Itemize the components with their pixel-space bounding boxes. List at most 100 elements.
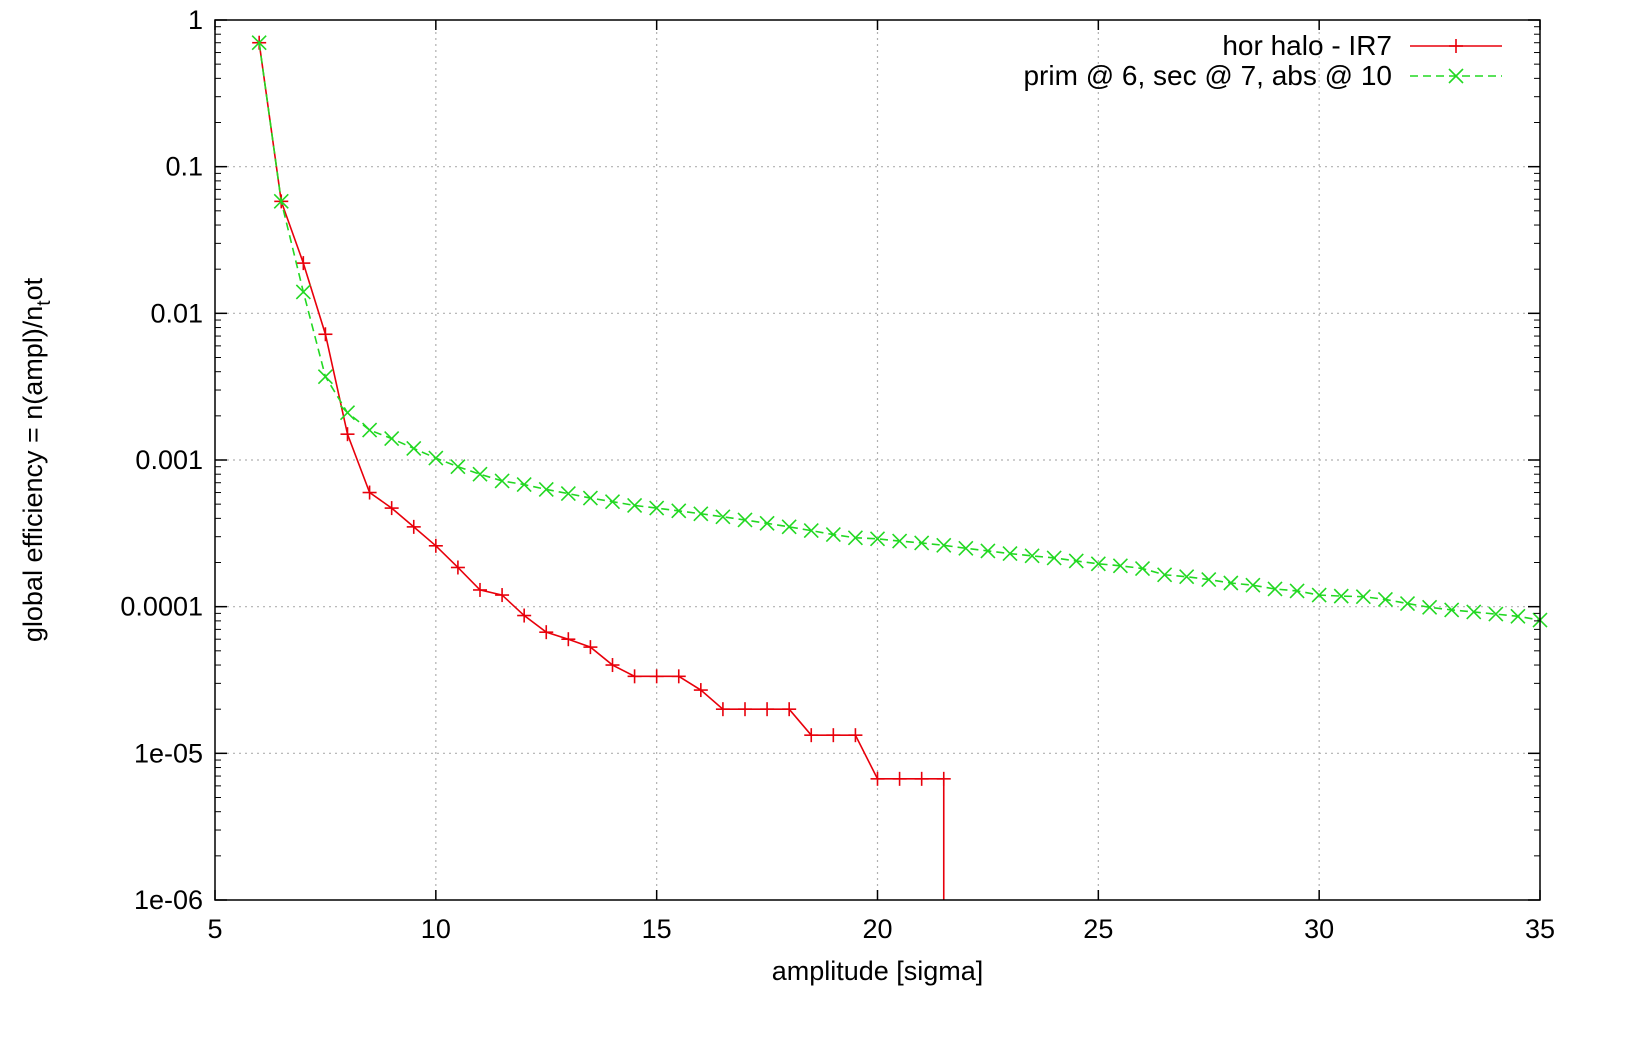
data-point — [848, 728, 863, 743]
data-point — [539, 625, 554, 640]
y-tick-label: 0.001 — [135, 445, 203, 475]
data-point — [1422, 599, 1438, 615]
data-point — [428, 450, 444, 466]
data-point — [560, 486, 576, 502]
x-tick-label: 10 — [421, 914, 451, 944]
data-point — [671, 503, 687, 519]
data-point — [693, 506, 709, 522]
data-point — [295, 284, 311, 300]
data-point — [1068, 553, 1084, 569]
data-point — [1444, 602, 1460, 618]
data-point — [759, 515, 775, 531]
x-tick-label: 20 — [862, 914, 892, 944]
data-point — [1245, 577, 1261, 593]
data-point — [362, 485, 377, 500]
data-point — [428, 538, 443, 553]
y-tick-label: 1e-05 — [134, 738, 203, 768]
data-point — [869, 531, 886, 547]
data-point — [384, 501, 399, 516]
data-point — [605, 658, 620, 673]
data-point — [362, 422, 378, 438]
data-point — [649, 669, 664, 684]
y-axis-label: global efficiency = n(ampl)/ntot — [18, 277, 55, 642]
data-point — [847, 530, 863, 546]
series-line-0 — [258, 42, 945, 900]
grid-layer — [215, 20, 1540, 900]
data-point — [760, 702, 775, 717]
y-tick-label: 0.1 — [165, 152, 203, 182]
data-point — [318, 327, 333, 342]
y-axis-label-subscript: t — [34, 300, 55, 306]
y-tick-label: 0.0001 — [120, 592, 203, 622]
data-point — [450, 459, 466, 475]
data-point — [340, 427, 355, 442]
data-point — [627, 497, 643, 514]
data-point — [1134, 560, 1151, 577]
legend: hor halo - IR7 prim @ 6, sec @ 7, abs @ … — [1023, 30, 1502, 91]
data-point — [892, 533, 908, 549]
data-point — [582, 490, 598, 506]
data-point — [1355, 589, 1371, 605]
data-point — [538, 481, 554, 497]
x-tick-label: 15 — [642, 914, 672, 944]
data-point — [1311, 587, 1327, 603]
legend-sample-hor-halo — [1410, 39, 1502, 53]
data-point — [494, 473, 510, 489]
data-point — [317, 369, 333, 385]
y-axis-label-suffix: ot — [18, 277, 48, 300]
ticks-layer: 5 10 15 20 25 30 35 1e-06 1e-05 0.0001 0.001 0.01 0.… — [120, 5, 1555, 944]
data-point — [1046, 550, 1062, 566]
legend-entry-hor-halo: hor halo - IR7 — [1222, 30, 1502, 61]
data-point — [406, 519, 421, 534]
data-point — [1112, 558, 1128, 574]
data-point — [495, 588, 510, 603]
data-point — [273, 193, 289, 209]
x-tick-label: 30 — [1304, 914, 1334, 944]
x-tick-label: 5 — [207, 914, 222, 944]
data-point — [384, 431, 400, 447]
data-point — [826, 728, 841, 743]
x-tick-label: 25 — [1083, 914, 1113, 944]
data-point — [1377, 591, 1393, 608]
data-point — [715, 702, 730, 717]
y-tick-label: 1e-06 — [134, 885, 203, 915]
data-point — [583, 640, 598, 655]
data-point — [296, 256, 311, 271]
data-point — [1333, 588, 1349, 604]
data-point — [782, 702, 797, 717]
data-point — [693, 683, 708, 698]
y-tick-label: 0.01 — [150, 298, 203, 328]
data-point — [936, 771, 951, 786]
data-point — [825, 527, 841, 543]
legend-marker — [1449, 39, 1463, 53]
data-point — [980, 543, 996, 559]
data-point — [738, 702, 752, 717]
data-point — [649, 500, 665, 516]
data-point — [517, 608, 532, 623]
data-point — [1090, 556, 1106, 572]
data-point — [604, 494, 621, 510]
data-point — [892, 771, 907, 786]
data-point — [1488, 606, 1504, 622]
legend-label-prim-sec-abs: prim @ 6, sec @ 7, abs @ 10 — [1023, 60, 1392, 91]
series-layer — [251, 35, 1548, 900]
data-point — [627, 669, 642, 684]
data-point — [472, 466, 488, 482]
y-tick-label: 1 — [188, 5, 203, 35]
data-point — [803, 523, 819, 539]
x-axis-label: amplitude [sigma] — [772, 956, 984, 986]
legend-entry-prim-sec-abs: prim @ 6, sec @ 7, abs @ 10 — [1023, 60, 1502, 91]
data-point — [958, 540, 974, 556]
data-point — [516, 476, 532, 493]
data-point — [473, 582, 487, 597]
data-point — [1157, 567, 1173, 583]
data-point — [1466, 604, 1482, 620]
data-point — [1267, 581, 1283, 597]
series-line-1 — [258, 42, 1541, 621]
data-point — [561, 632, 576, 647]
data-point — [870, 771, 885, 786]
data-point — [715, 509, 731, 525]
data-point — [737, 512, 753, 528]
y-axis-label-main: global efficiency = n(ampl)/n — [18, 306, 48, 642]
